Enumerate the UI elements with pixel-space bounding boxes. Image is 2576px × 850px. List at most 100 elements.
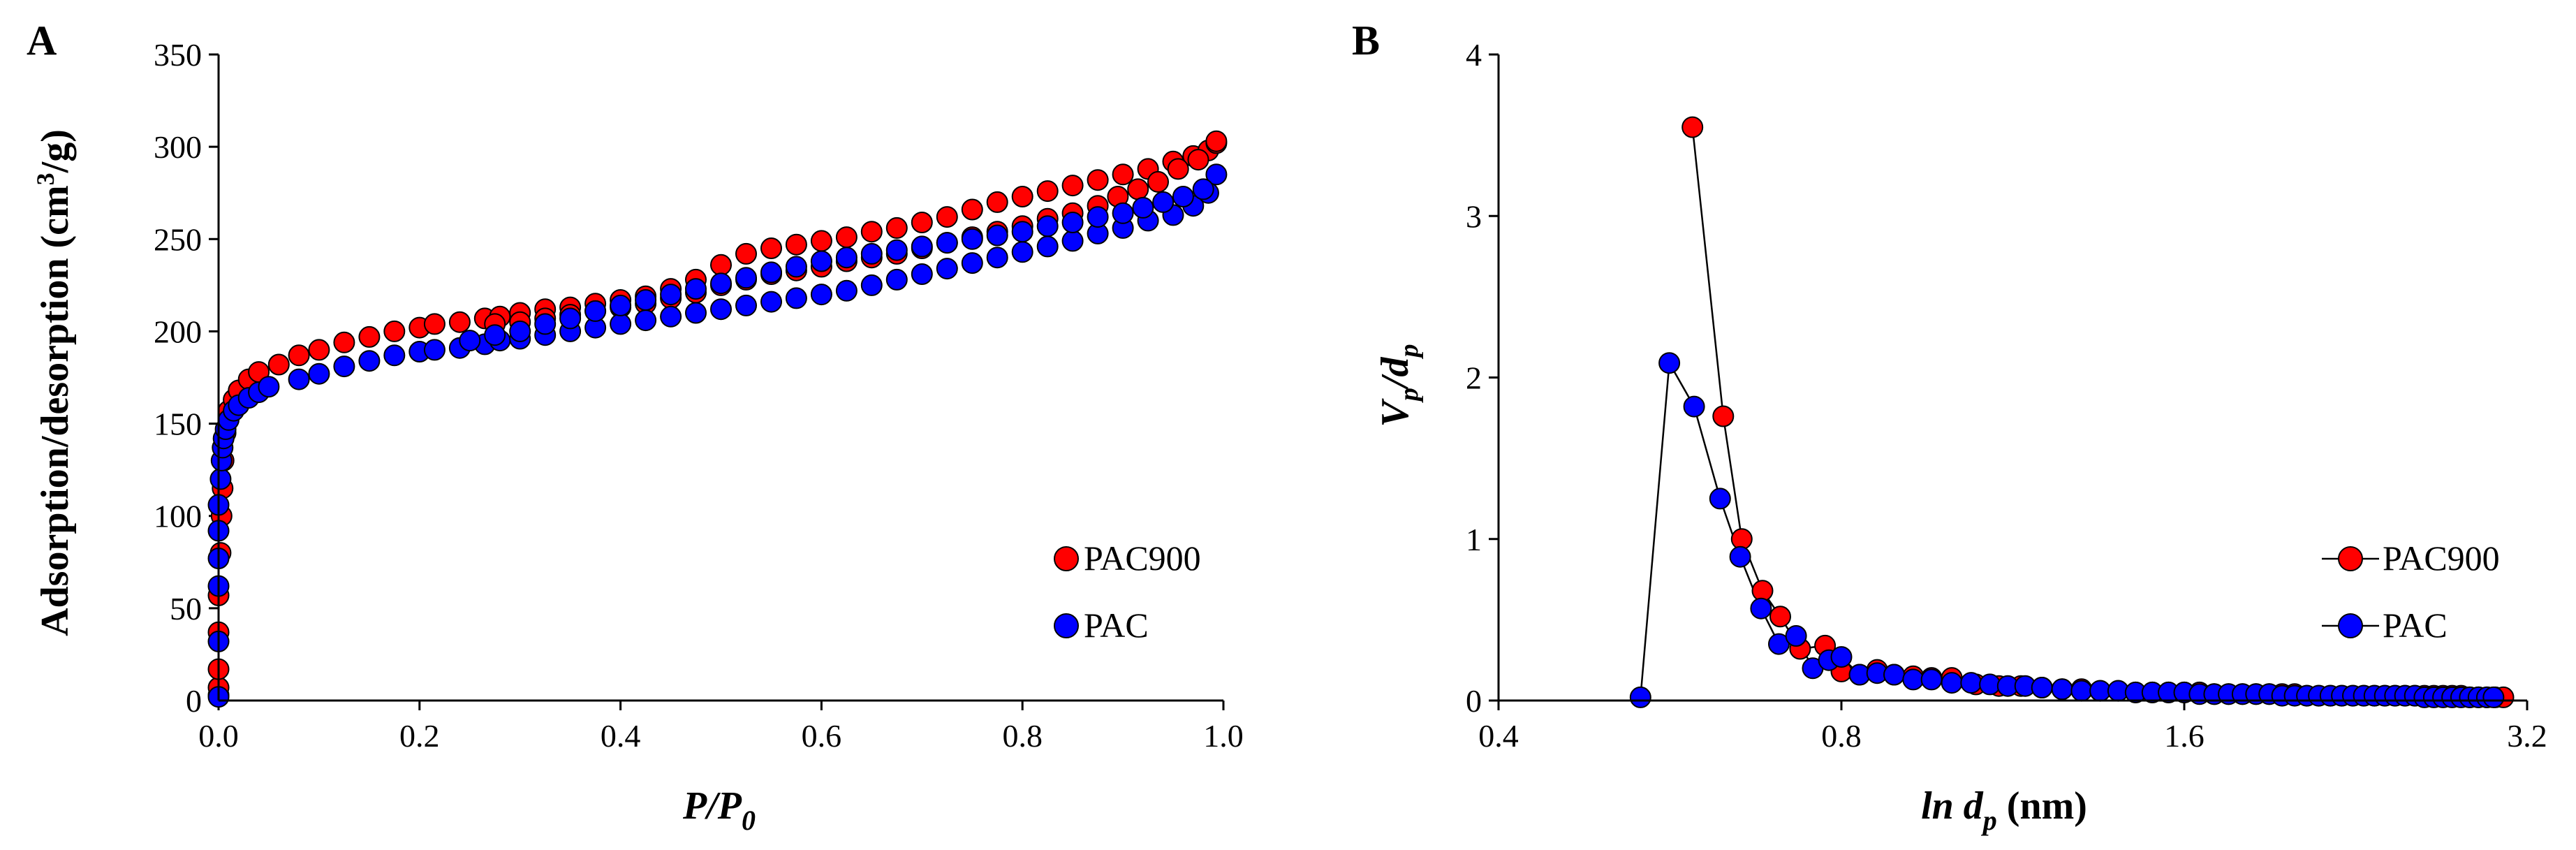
panel-a-point-pac [1061, 230, 1084, 252]
panel-a-y-tick-label: 0 [186, 683, 202, 719]
panel-a-point-pac [459, 330, 481, 352]
panel-a-point-pac [635, 309, 657, 332]
panel-a-point-pac [961, 228, 983, 250]
panel-a-point-pac [785, 287, 807, 309]
legend-marker-pac900 [2338, 546, 2363, 571]
panel-b-point-pac [2070, 680, 2093, 702]
panel-b-point-pac [2089, 680, 2112, 702]
panel-a-point-pac [660, 305, 682, 328]
panel-a-point-pac900 [860, 221, 883, 243]
panel-b-point-pac900 [1681, 116, 1704, 138]
panel-a-x-tick-label: 1.0 [1203, 718, 1244, 754]
panel-a-point-pac [1036, 215, 1059, 237]
panel-a-point-pac900 [423, 313, 446, 335]
panel-a-point-pac [835, 247, 858, 269]
panel-a-x-tick-label: 0.8 [1002, 718, 1043, 754]
panel-a-y-axis-label: Adsorption/desorption (cm3/g) [31, 129, 77, 636]
panel-a-point-pac [785, 256, 807, 278]
panel-a-point-pac [258, 376, 280, 398]
panel-a-point-pac [860, 242, 883, 265]
panel-b-point-pac900 [1769, 606, 1791, 628]
panel-b-point-pac [1941, 672, 1963, 694]
panel-a-y-tick-label: 300 [154, 129, 202, 165]
panel-a-point-pac900 [358, 325, 381, 348]
panel-a-point-pac900 [735, 242, 757, 265]
panel-a-y-tick-label: 100 [154, 499, 202, 534]
legend-label-pac: PAC [2383, 606, 2448, 645]
panel-b-point-pac [1920, 668, 1943, 691]
panel-a-point-pac900 [1205, 130, 1228, 152]
panel-a-point-pac [936, 232, 958, 254]
panel-b-x-tick-label: 1.6 [2164, 718, 2205, 754]
panel-a-point-pac900 [1061, 175, 1084, 197]
panel-b-y-tick-label: 2 [1466, 360, 1482, 396]
panel-a-point-pac900 [936, 206, 958, 228]
panel-a-point-pac [509, 320, 531, 342]
panel-a-point-pac [584, 300, 607, 322]
panel-a-point-pac900 [267, 353, 290, 376]
panel-a-point-pac [209, 468, 232, 490]
panel-a-x-tick-label: 0.6 [802, 718, 842, 754]
panel-b-point-pac [2031, 677, 2053, 698]
panel-b-point-pac [1629, 686, 1651, 708]
panel-a-point-pac900 [885, 217, 908, 239]
panel-b-point-pac [1883, 664, 1905, 686]
panel-a-x-tick-label: 0.0 [198, 718, 239, 754]
panel-a-point-pac [710, 272, 732, 295]
panel-b-point-pac900 [1712, 405, 1735, 427]
legend-marker-pac900 [1054, 546, 1079, 571]
panel-a-point-pac900 [1147, 170, 1169, 193]
panel-b-x-tick-label: 3.2 [2507, 718, 2547, 754]
panel-a-point-pac [383, 344, 406, 367]
panel-a-point-pac900 [986, 191, 1008, 213]
panel-a-y-tick-label: 150 [154, 406, 202, 442]
panel-a-point-pac900 [448, 311, 471, 333]
legend-label-pac: PAC [1084, 606, 1149, 645]
panel-a-point-pac [559, 307, 582, 330]
panel-a-point-pac [760, 261, 782, 284]
panel-a-point-pac900 [1187, 149, 1209, 171]
panel-b-x-axis-label: ln dp (nm) [1921, 784, 2087, 836]
panel-b: B Vp/dp 0 1 2 3 4 0.4 0.8 1.6 3.2 ln dp (nm) PAC… [1352, 17, 2547, 836]
panel-b-x-tick-label: 0.8 [1821, 718, 1862, 754]
panel-a-y-tick-label: 350 [154, 37, 202, 73]
panel-b-point-pac [1785, 625, 1807, 647]
panel-a-point-pac900 [710, 254, 732, 276]
legend-marker-pac [1054, 613, 1079, 638]
panel-a-point-pac [685, 302, 707, 324]
panel-a-point-pac900 [1127, 178, 1149, 200]
panel-a-point-pac900 [835, 226, 858, 249]
panel-a-point-pac [610, 313, 632, 335]
panel-a-point-pac [735, 267, 757, 289]
panel-a-point-pac [423, 339, 446, 361]
panel-b-point-pac [1750, 597, 1772, 620]
panel-a-point-pac [961, 252, 983, 274]
panel-a-point-pac [635, 289, 657, 311]
panel-a-point-pac [1061, 212, 1084, 233]
panel-a-point-pac [760, 291, 782, 313]
panel-a-point-pac [288, 368, 310, 390]
panel-a-point-pac [610, 294, 632, 316]
panel-a-y-tick-label: 50 [170, 591, 202, 626]
panel-a-point-pac [534, 313, 557, 335]
panel-a-point-pac [810, 284, 832, 306]
panel-a-point-pac [936, 258, 958, 280]
panel-a-point-pac900 [1036, 180, 1059, 203]
panel-b-point-pac [1960, 672, 1982, 694]
panel-b-y-tick-label: 4 [1466, 37, 1482, 73]
panel-a-point-pac [1172, 186, 1194, 207]
panel-b-point-pac [1830, 646, 1853, 668]
panel-a-point-pac900 [383, 320, 406, 342]
panel-a-x-axis-label: P/P0 [682, 784, 756, 836]
panel-b-y-tick-label: 0 [1466, 683, 1482, 719]
panel-a-point-pac900 [961, 198, 983, 221]
panel-b-point-pac [1979, 673, 2001, 696]
panel-a-point-pac [710, 298, 732, 321]
panel-b-point-pac [2051, 678, 2073, 701]
panel-a-y-tick-label: 250 [154, 221, 202, 257]
panel-b-point-pac [2482, 686, 2505, 708]
panel-a-point-pac [1036, 235, 1059, 258]
legend-marker-pac [2338, 613, 2363, 638]
panel-b-y-axis-label: Vp/dp [1374, 344, 1424, 427]
panel-a-point-pac [1205, 163, 1228, 186]
